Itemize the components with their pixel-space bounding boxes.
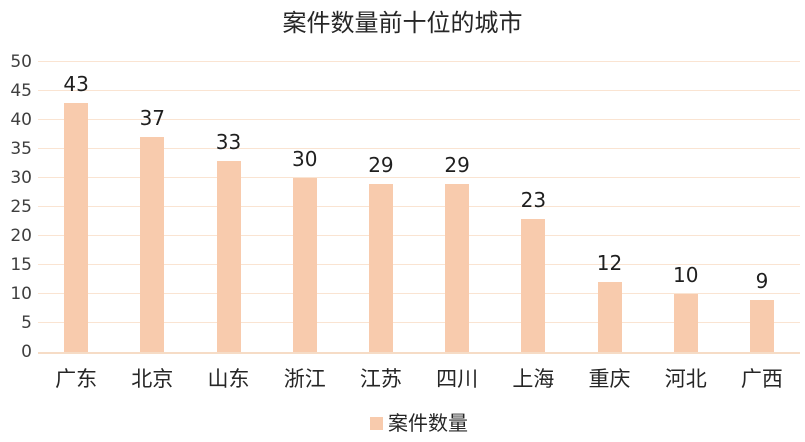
x-tick-label: 上海 [512, 367, 555, 391]
y-tick-label: 10 [10, 284, 32, 304]
bar-value-label: 23 [520, 187, 547, 212]
y-tick-label: 0 [21, 342, 32, 362]
gridline [38, 90, 800, 91]
y-tick-label: 50 [10, 52, 32, 72]
gridline [38, 206, 800, 207]
bar-slot: 43 [38, 62, 114, 352]
legend-label: 案件数量 [388, 411, 468, 435]
bar [673, 294, 698, 352]
bar-value-label: 30 [291, 147, 318, 171]
bar-value-label: 9 [755, 268, 769, 293]
bar [292, 178, 317, 352]
y-tick-label: 20 [10, 226, 32, 246]
x-tick-label: 重庆 [588, 367, 631, 391]
y-tick-label: 30 [10, 168, 32, 188]
gridline [38, 293, 800, 294]
bar-slot: 37 [114, 62, 190, 352]
x-axis: 广东 北京 山东 浙江 江苏 四川 上海 重庆 河北 广西 [38, 366, 800, 392]
bar [64, 102, 89, 352]
x-tick-label: 浙江 [283, 367, 326, 391]
gridline [38, 322, 800, 323]
bar-value-label: 10 [673, 263, 699, 287]
y-tick-label: 40 [10, 110, 32, 130]
bar-slot: 12 [571, 62, 647, 352]
bar-value-label: 33 [215, 129, 242, 154]
chart-title: 案件数量前十位的城市 [282, 9, 523, 37]
legend-swatch [370, 416, 383, 430]
x-tick-label: 河北 [664, 367, 707, 391]
bar-slot: 33 [190, 62, 266, 352]
bar-value-label: 37 [139, 106, 166, 131]
gridline [38, 148, 800, 149]
y-tick-label: 25 [10, 197, 32, 217]
plot-area: 43 37 33 30 29 29 23 12 10 9 [38, 61, 800, 354]
bar [597, 282, 622, 352]
bar [140, 137, 165, 352]
bar-slot: 29 [343, 62, 419, 352]
x-tick-label: 北京 [131, 367, 174, 391]
bar [216, 160, 241, 352]
gridline [38, 119, 800, 120]
bar-slot: 23 [495, 62, 571, 352]
x-tick-label: 广东 [55, 367, 98, 391]
y-tick-label: 15 [10, 255, 32, 275]
bar-value-label: 29 [444, 152, 470, 177]
gridline [38, 264, 800, 265]
y-axis: 0 5 10 15 20 25 30 35 40 45 50 [0, 52, 32, 362]
gridline [38, 61, 800, 62]
gridline [38, 235, 800, 236]
bar-slot: 9 [724, 62, 800, 352]
legend: 案件数量 [38, 411, 800, 435]
x-tick-label: 江苏 [359, 367, 402, 391]
y-tick-label: 35 [10, 139, 32, 159]
x-tick-label: 山东 [207, 367, 250, 391]
bars: 43 37 33 30 29 29 23 12 10 9 [38, 62, 800, 352]
bar [749, 299, 774, 352]
y-tick-label: 5 [21, 313, 32, 333]
bar [445, 183, 470, 352]
bar-value-label: 12 [596, 251, 623, 276]
y-tick-label: 45 [10, 81, 32, 101]
bar-slot: 29 [419, 62, 495, 352]
x-tick-label: 广西 [740, 367, 783, 391]
bar [368, 183, 393, 352]
bar-slot: 10 [648, 62, 724, 352]
gridline [38, 177, 800, 178]
x-tick-label: 四川 [436, 367, 479, 391]
bar-value-label: 43 [63, 71, 89, 96]
bar [521, 218, 546, 352]
bar-slot: 30 [267, 62, 343, 352]
bar-value-label: 29 [368, 152, 394, 177]
